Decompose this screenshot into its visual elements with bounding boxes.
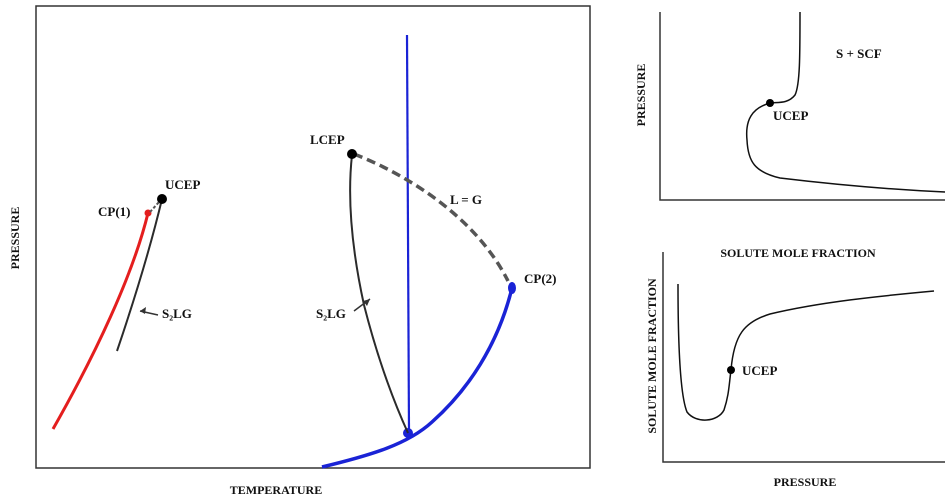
lcep-label: LCEP: [310, 132, 345, 147]
top-right-diagram: UCEP S + SCF SOLUTE MOLE FRACTION PRESSU…: [634, 11, 946, 260]
main-x-axis-label: TEMPERATURE: [230, 483, 322, 497]
cp1-label: CP(1): [98, 204, 131, 219]
s2lg-right-label: S₂LG: [316, 306, 346, 321]
bottom-right-ucep-label: UCEP: [742, 363, 777, 378]
blue-sublimation-curve: [321, 287, 514, 469]
top-right-y-axis-label: PRESSURE: [634, 64, 648, 127]
left-s2lg-curve: [116, 198, 163, 352]
s2lg-left-arrowhead: [140, 307, 146, 314]
top-right-solubility-curve: [745, 11, 946, 193]
cp2-label: CP(2): [524, 271, 557, 286]
main-y-axis-label: PRESSURE: [8, 207, 22, 270]
bottom-right-solubility-curve: [677, 283, 935, 421]
s2lg-right-arrowhead: [363, 299, 370, 306]
top-right-axes: [659, 12, 945, 201]
bottom-right-axes: [662, 252, 945, 463]
top-right-ucep-label: UCEP: [773, 108, 808, 123]
red-vapor-pressure-curve: [51, 212, 150, 430]
main-diagram-frame: [35, 5, 591, 469]
bottom-right-ucep-point: [727, 366, 735, 374]
ucep-point: [157, 194, 167, 204]
top-right-ucep-point: [766, 99, 774, 107]
main-diagram: UCEP CP(1) S₂LG LCEP L = G CP(2) S₂LG TE…: [8, 5, 591, 497]
blue-vertical-line: [405, 34, 411, 434]
l-equals-g-label: L = G: [450, 192, 482, 207]
bottom-right-y-axis-label: SOLUTE MOLE FRACTION: [645, 278, 659, 434]
lcep-point: [347, 149, 357, 159]
right-s2lg-curve: [349, 154, 409, 434]
bottom-right-x-axis-label: PRESSURE: [774, 475, 837, 489]
ucep-cp1-dashed-connector: [149, 201, 160, 213]
bottom-right-diagram: UCEP PRESSURE SOLUTE MOLE FRACTION: [645, 252, 945, 489]
cp2-point: [508, 282, 516, 294]
ucep-label: UCEP: [165, 177, 200, 192]
s-plus-scf-label: S + SCF: [836, 46, 882, 61]
l-equals-g-dashed-curve: [353, 152, 510, 282]
s2lg-left-label: S₂LG: [162, 306, 192, 321]
top-right-x-axis-label: SOLUTE MOLE FRACTION: [720, 246, 876, 260]
